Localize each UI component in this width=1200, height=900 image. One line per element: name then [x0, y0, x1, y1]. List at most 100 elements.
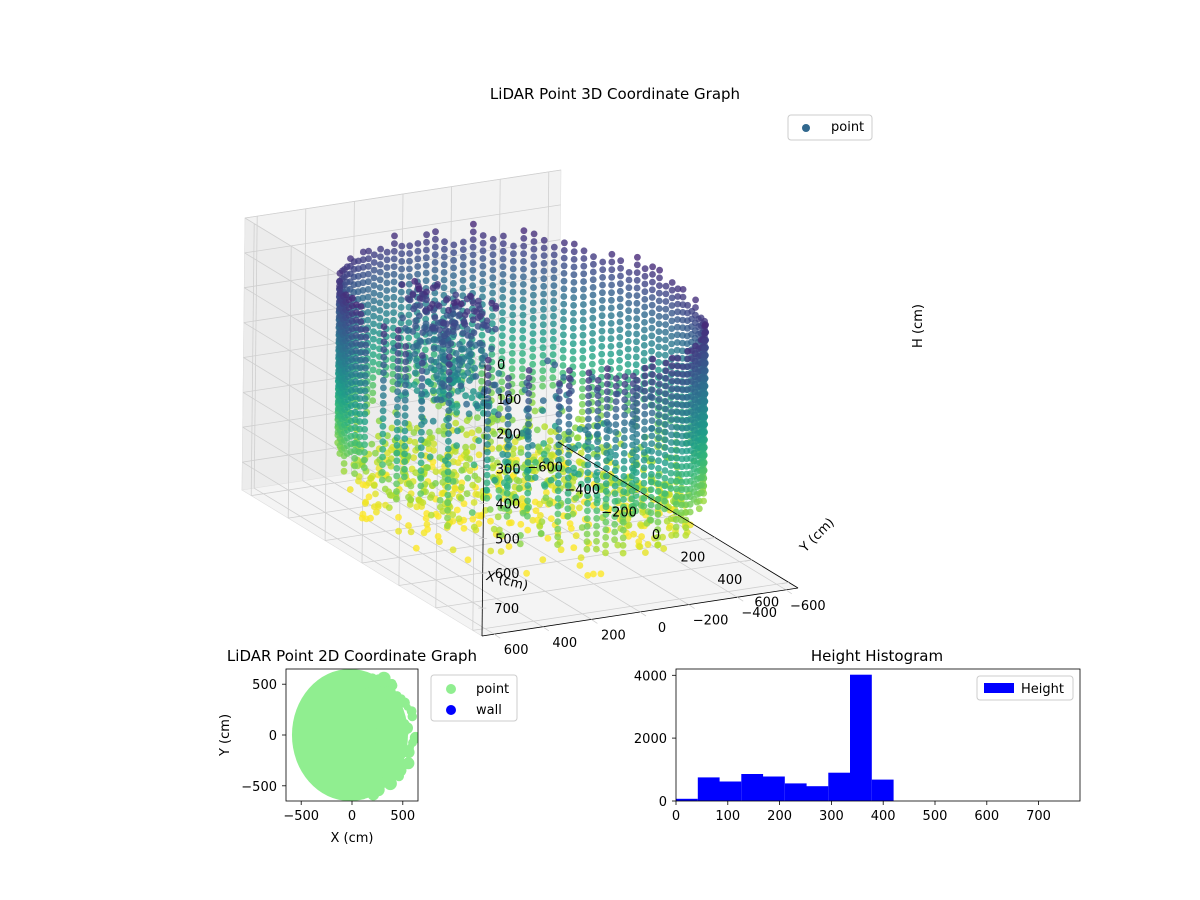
point-3d [359, 248, 367, 256]
point-3d [612, 444, 619, 451]
point-3d [499, 309, 506, 317]
point-3d [555, 418, 563, 426]
point-3d [529, 307, 537, 314]
point-3d [509, 334, 516, 342]
point-3d [361, 372, 369, 380]
point-3d [532, 507, 540, 515]
point-2d [363, 746, 370, 753]
point-3d [357, 318, 365, 326]
point-3d [604, 380, 611, 388]
point-3d [672, 500, 680, 508]
point-3d [413, 503, 421, 511]
point-3d [422, 269, 430, 277]
point-3d [453, 408, 461, 416]
histogram-legend-swatch [984, 683, 1014, 693]
point-3d [467, 350, 475, 358]
point-3d [336, 269, 344, 277]
point-3d [620, 519, 627, 526]
point-3d [504, 397, 512, 405]
point-3d [641, 395, 649, 403]
point-3d [578, 408, 586, 416]
point-3d [406, 296, 414, 304]
point-3d [656, 380, 663, 388]
point-3d [617, 264, 624, 272]
point-3d [450, 256, 457, 264]
point-3d [519, 296, 527, 304]
point-3d [584, 484, 591, 492]
point-3d [405, 334, 413, 342]
point-3d [509, 296, 517, 304]
point-3d [462, 443, 469, 451]
point-3d [424, 464, 431, 471]
point-3d [549, 343, 557, 351]
point-3d [559, 346, 567, 354]
point-3d [602, 495, 610, 503]
point-3d [578, 416, 586, 423]
point-3d [614, 541, 622, 549]
point-3d [633, 315, 641, 322]
histogram-bar [741, 774, 764, 801]
point-3d [584, 507, 591, 515]
point-3d [530, 268, 538, 276]
point-3d [633, 261, 641, 269]
point-3d [405, 319, 413, 326]
tick-y [736, 596, 744, 602]
point-3d [661, 467, 669, 474]
point-3d [470, 329, 478, 337]
point-3d [699, 468, 707, 476]
point-3d [483, 479, 491, 487]
point-3d [570, 256, 578, 263]
point-3d [655, 411, 663, 419]
tick-label-y: −600 [790, 599, 826, 614]
point-3d [539, 352, 547, 359]
point-3d [648, 424, 656, 432]
point-3d [554, 495, 562, 502]
point-3d [692, 304, 699, 311]
point-3d [499, 263, 507, 271]
point-3d [407, 496, 415, 503]
chart-3d-zlabel: H (cm) [911, 304, 926, 348]
point-3d [465, 410, 473, 418]
point-3d [667, 485, 675, 492]
point-3d [550, 297, 558, 305]
point-3d [535, 464, 543, 472]
point-3d [369, 343, 377, 351]
point-3d [499, 415, 506, 423]
point-3d [656, 274, 663, 282]
point-3d [452, 291, 460, 299]
point-3d [485, 356, 492, 364]
point-3d [390, 309, 397, 316]
point-3d [668, 431, 675, 439]
point-3d [524, 512, 531, 520]
point-3d [640, 342, 648, 349]
point-3d [594, 438, 601, 446]
point-3d [458, 484, 465, 491]
point-3d [577, 480, 585, 488]
point-3d [662, 328, 669, 336]
point-3d [542, 457, 550, 465]
point-3d [379, 430, 387, 438]
point-3d [665, 524, 673, 532]
point-3d [608, 289, 615, 297]
point-3d [575, 470, 582, 478]
point-3d [654, 526, 662, 534]
point-3d [406, 257, 413, 265]
point-3d [431, 314, 439, 321]
point-3d [598, 312, 606, 320]
point-3d [668, 317, 676, 325]
point-3d [667, 446, 675, 454]
point-3d [422, 277, 430, 285]
tick-label-2d-x: 500 [390, 809, 415, 824]
point-3d [673, 454, 681, 462]
point-3d [531, 407, 539, 415]
point-3d [593, 522, 600, 530]
point-3d [469, 236, 477, 244]
point-3d [551, 361, 559, 369]
point-3d [394, 365, 402, 373]
point-3d [655, 366, 662, 374]
point-3d [633, 345, 640, 353]
point-3d [394, 342, 402, 350]
point-3d [593, 507, 601, 515]
point-3d [414, 263, 422, 270]
